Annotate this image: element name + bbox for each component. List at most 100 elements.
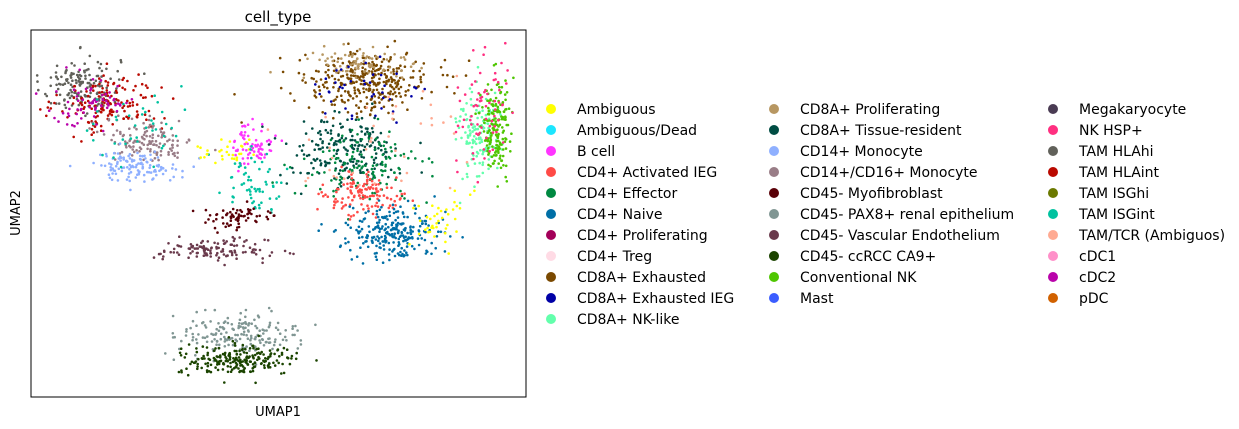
chart-title: cell_type [245,8,312,27]
scatter-point [510,132,513,135]
scatter-point [275,197,278,200]
scatter-point [128,157,132,160]
scatter-point [388,258,391,262]
scatter-point [324,59,327,63]
scatter-point [92,122,95,126]
scatter-point [490,119,494,123]
scatter-point [131,101,135,104]
scatter-point [353,71,357,75]
scatter-point [394,218,397,222]
scatter-point [249,208,252,212]
scatter-point [379,64,383,68]
legend-marker [769,272,779,282]
scatter-point [360,227,364,231]
scatter-point [181,169,184,173]
scatter-point [251,117,254,121]
scatter-point [346,187,350,190]
scatter-point [408,242,411,246]
scatter-point [159,165,163,169]
scatter-point [281,362,284,366]
scatter-point [377,239,380,243]
scatter-point [358,143,361,147]
scatter-point [152,124,155,127]
scatter-point [108,112,112,115]
scatter-point [402,78,406,81]
scatter-point [342,177,346,180]
scatter-point [63,98,66,101]
scatter-point [400,76,404,79]
scatter-point [373,116,376,120]
scatter-point [502,164,505,167]
scatter-point [65,68,68,72]
scatter-point [388,233,392,237]
scatter-point [340,201,344,204]
scatter-point [213,226,217,230]
scatter-point [233,251,237,254]
scatter-point [94,106,97,110]
scatter-point [276,321,280,325]
scatter-point [443,231,447,235]
legend-marker [769,230,779,240]
scatter-point [216,231,219,234]
scatter-point [122,102,125,106]
scatter-point [212,333,215,337]
scatter-point [429,217,432,221]
scatter-point [203,336,207,340]
scatter-point [146,147,149,151]
scatter-point [268,366,272,369]
scatter-point [417,232,421,236]
scatter-point [267,337,270,341]
scatter-point [392,211,396,215]
scatter-point [114,164,118,168]
scatter-point [324,193,327,196]
scatter-point [284,329,288,332]
scatter-point [250,185,253,189]
scatter-point [371,187,375,190]
legend-marker [769,167,779,177]
scatter-point [143,113,147,116]
scatter-point [191,245,194,249]
scatter-point [327,76,331,79]
scatter-point [299,192,303,196]
scatter-point [413,247,416,251]
scatter-point [500,143,503,146]
scatter-point [453,217,457,221]
scatter-point [353,157,356,161]
scatter-point [268,254,272,258]
scatter-point [394,149,397,152]
scatter-point [341,169,345,173]
scatter-point [85,129,89,132]
scatter-point [148,114,152,118]
scatter-point [322,194,325,198]
scatter-point [375,258,379,262]
scatter-point [276,328,280,332]
scatter-point [378,208,382,212]
scatter-point [252,248,256,251]
scatter-point [470,123,473,126]
scatter-point [213,241,216,245]
scatter-point [376,56,380,59]
cluster-cd4-naive [317,195,464,265]
scatter-point [373,182,376,185]
legend-label: CD8A+ NK-like [577,312,679,328]
scatter-point [126,166,129,169]
scatter-point [472,154,475,157]
scatter-point [502,110,506,114]
scatter-point [112,156,115,159]
scatter-point [316,207,319,211]
scatter-point [106,114,110,117]
scatter-point [492,78,496,82]
scatter-point [224,337,227,341]
scatter-point [95,130,99,134]
scatter-point [363,82,367,86]
scatter-point [231,327,234,331]
scatter-point [320,119,323,122]
scatter-point [491,104,495,108]
scatter-point [326,146,329,149]
scatter-point [271,347,274,351]
scatter-point [446,212,450,216]
scatter-point [334,140,338,143]
scatter-point [500,115,503,118]
scatter-point [472,49,475,52]
scatter-point [474,80,477,83]
